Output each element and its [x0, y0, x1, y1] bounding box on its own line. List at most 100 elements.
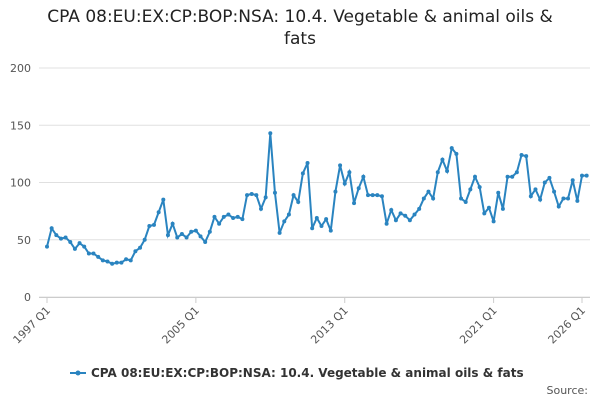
point: [538, 197, 543, 202]
point: [63, 235, 68, 240]
point: [133, 249, 138, 254]
y-tick-label: 200: [10, 62, 31, 75]
point: [491, 219, 496, 224]
point: [100, 258, 105, 263]
y-tick-label: 100: [10, 177, 31, 190]
x-tick-label: 2005 Q1: [159, 304, 202, 347]
point: [510, 174, 515, 179]
point: [165, 233, 170, 238]
point: [291, 193, 296, 198]
point: [426, 189, 431, 194]
point: [473, 174, 477, 179]
point: [347, 170, 352, 175]
legend-marker: [75, 370, 81, 376]
point: [128, 258, 133, 263]
point: [119, 260, 124, 265]
point: [356, 186, 361, 191]
point: [440, 157, 445, 162]
point: [254, 193, 259, 198]
source: Source:: [547, 384, 589, 397]
point: [514, 170, 519, 175]
point: [459, 196, 464, 201]
point: [454, 151, 459, 156]
point: [114, 260, 119, 265]
point: [72, 246, 77, 251]
point: [338, 163, 343, 168]
point: [575, 198, 580, 203]
point: [152, 222, 156, 227]
point: [431, 196, 436, 201]
y-tick-label: 150: [10, 119, 31, 132]
point: [505, 174, 510, 179]
point: [68, 240, 73, 245]
point: [328, 228, 333, 233]
point: [58, 236, 63, 241]
point: [524, 154, 529, 159]
point: [421, 196, 426, 201]
point: [389, 207, 394, 212]
point: [300, 171, 305, 176]
point: [124, 257, 129, 262]
x-tick-label: 2021 Q1: [457, 304, 500, 347]
point: [91, 251, 96, 256]
point: [245, 193, 250, 198]
point: [366, 193, 370, 198]
y-tick-label: 50: [17, 234, 31, 247]
point: [486, 205, 491, 210]
point: [86, 251, 91, 256]
point: [468, 187, 473, 192]
point: [477, 185, 482, 190]
chart-title: CPA 08:EU:EX:CP:BOP:NSA: 10.4. Vegetable…: [47, 7, 553, 49]
point: [259, 206, 263, 211]
point: [379, 194, 384, 199]
point: [221, 214, 226, 219]
point: [77, 241, 82, 246]
point: [542, 180, 547, 185]
point: [463, 199, 468, 204]
point: [398, 211, 403, 216]
point: [263, 195, 268, 200]
point: [54, 233, 59, 238]
point: [384, 221, 389, 226]
point: [556, 204, 561, 209]
point: [412, 212, 417, 217]
point: [314, 215, 319, 220]
point: [217, 221, 222, 226]
point: [324, 217, 329, 222]
point: [156, 210, 161, 215]
point: [519, 153, 524, 158]
point: [226, 212, 231, 217]
point: [403, 213, 408, 218]
point: [296, 199, 301, 204]
point: [310, 226, 315, 231]
point: [305, 161, 310, 166]
point: [570, 178, 575, 183]
point: [105, 259, 110, 264]
point: [528, 194, 533, 199]
point: [142, 237, 147, 242]
point: [49, 226, 54, 231]
legend-label: CPA 08:EU:EX:CP:BOP:NSA: 10.4. Vegetable…: [91, 366, 524, 380]
point: [138, 245, 143, 250]
point: [82, 244, 87, 249]
point: [212, 214, 217, 219]
point: [482, 211, 487, 216]
point: [147, 224, 152, 229]
point: [533, 187, 538, 192]
point: [393, 218, 398, 223]
x-tick-label: 1997 Q1: [11, 304, 54, 347]
point: [552, 189, 557, 194]
point: [580, 173, 584, 178]
point: [175, 235, 180, 240]
point: [184, 235, 189, 240]
point: [268, 131, 273, 136]
point: [249, 191, 254, 196]
point: [407, 218, 412, 223]
point: [189, 229, 194, 234]
y-tick-label: 0: [24, 291, 31, 304]
point: [500, 206, 505, 211]
point: [161, 197, 166, 202]
point: [96, 254, 101, 259]
series-line: [46, 133, 587, 265]
